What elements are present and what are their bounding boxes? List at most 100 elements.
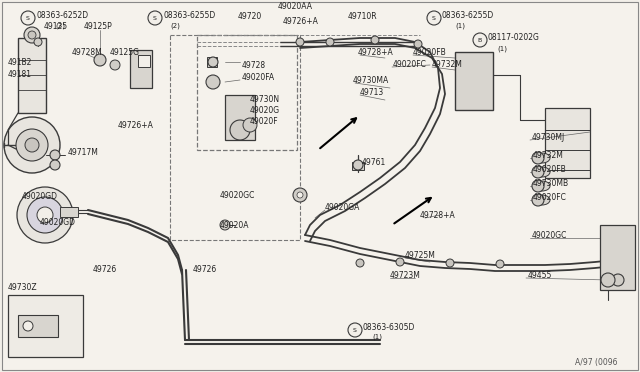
Bar <box>600 225 635 290</box>
Circle shape <box>110 60 120 70</box>
Text: 49020FC: 49020FC <box>393 60 427 69</box>
Bar <box>207 57 217 67</box>
Bar <box>18 315 58 337</box>
Text: 49726: 49726 <box>193 265 217 274</box>
Text: 49020G: 49020G <box>250 106 280 115</box>
Text: 49732M: 49732M <box>432 60 463 69</box>
Ellipse shape <box>534 181 550 191</box>
Text: 49720: 49720 <box>238 12 262 21</box>
Text: 08117-0202G: 08117-0202G <box>488 33 540 42</box>
Text: 49020GD: 49020GD <box>40 218 76 227</box>
Text: 49020GC: 49020GC <box>220 191 255 200</box>
Circle shape <box>206 75 220 89</box>
Text: 49728+A: 49728+A <box>420 211 456 220</box>
Bar <box>170 35 300 240</box>
Text: 49125: 49125 <box>44 22 68 31</box>
Text: 49455: 49455 <box>528 271 552 280</box>
Text: 49730MJ: 49730MJ <box>532 133 565 142</box>
Ellipse shape <box>534 195 550 205</box>
Text: 49730Z: 49730Z <box>8 283 38 292</box>
Circle shape <box>601 273 615 287</box>
Text: 49732M: 49732M <box>533 151 564 160</box>
Bar <box>8 295 83 357</box>
Circle shape <box>532 152 544 164</box>
Text: 49020FC: 49020FC <box>533 193 567 202</box>
Circle shape <box>220 220 230 230</box>
Bar <box>455 52 493 110</box>
Text: 49761: 49761 <box>362 158 387 167</box>
Circle shape <box>21 11 35 25</box>
Circle shape <box>427 11 441 25</box>
Text: 49020FB: 49020FB <box>413 48 447 57</box>
Circle shape <box>28 31 36 39</box>
Circle shape <box>293 188 307 202</box>
Circle shape <box>17 187 73 243</box>
Text: 08363-6255D: 08363-6255D <box>163 11 215 20</box>
Text: (1): (1) <box>455 22 465 29</box>
Circle shape <box>396 258 404 266</box>
Text: 49125P: 49125P <box>84 22 113 31</box>
Circle shape <box>25 138 39 152</box>
Circle shape <box>27 197 63 233</box>
Text: A/97 (0096: A/97 (0096 <box>575 358 618 367</box>
Circle shape <box>50 150 60 160</box>
Circle shape <box>496 260 504 268</box>
Bar <box>138 55 150 67</box>
Text: 49713: 49713 <box>360 88 384 97</box>
Text: S: S <box>432 16 436 20</box>
Circle shape <box>612 274 624 286</box>
Text: 49020FB: 49020FB <box>533 165 567 174</box>
Bar <box>225 95 255 140</box>
Text: S: S <box>26 16 30 20</box>
Circle shape <box>446 259 454 267</box>
Circle shape <box>94 54 106 66</box>
Text: 49726: 49726 <box>93 265 117 274</box>
Text: 08363-6255D: 08363-6255D <box>442 11 494 20</box>
Text: B: B <box>478 38 482 42</box>
Circle shape <box>148 11 162 25</box>
Text: 49020FA: 49020FA <box>242 73 275 82</box>
Text: 49730MA: 49730MA <box>353 76 389 85</box>
Circle shape <box>34 38 42 46</box>
Text: 49730N: 49730N <box>250 95 280 104</box>
Circle shape <box>348 323 362 337</box>
Bar <box>130 50 152 88</box>
Text: (1): (1) <box>497 45 507 51</box>
Circle shape <box>532 194 544 206</box>
Circle shape <box>296 38 304 46</box>
Text: 08363-6305D: 08363-6305D <box>363 323 415 332</box>
Circle shape <box>297 192 303 198</box>
Circle shape <box>37 207 53 223</box>
Circle shape <box>414 40 422 48</box>
Circle shape <box>353 160 363 170</box>
Text: 49728: 49728 <box>242 61 266 70</box>
Bar <box>60 207 78 217</box>
Bar <box>352 162 364 170</box>
Text: 49020GA: 49020GA <box>325 203 360 212</box>
Circle shape <box>532 180 544 192</box>
Circle shape <box>532 166 544 178</box>
Circle shape <box>23 321 33 331</box>
Ellipse shape <box>534 153 550 163</box>
Text: 49181: 49181 <box>8 70 32 79</box>
Text: 49125G: 49125G <box>110 48 140 57</box>
Text: S: S <box>153 16 157 20</box>
Text: 491B2: 491B2 <box>8 58 33 67</box>
Bar <box>197 35 297 150</box>
Circle shape <box>230 120 250 140</box>
Text: 49020A: 49020A <box>220 221 250 230</box>
Bar <box>545 108 590 178</box>
Text: 49717M: 49717M <box>68 148 99 157</box>
Text: 49726+A: 49726+A <box>283 17 319 26</box>
Circle shape <box>473 33 487 47</box>
Text: 49020AA: 49020AA <box>278 2 313 11</box>
Text: (1): (1) <box>372 334 382 340</box>
Circle shape <box>4 117 60 173</box>
Text: 49730MB: 49730MB <box>533 179 569 188</box>
Text: (2): (2) <box>170 22 180 29</box>
Text: 49710R: 49710R <box>348 12 378 21</box>
Text: 49726+A: 49726+A <box>118 121 154 130</box>
Text: 49723M: 49723M <box>390 271 421 280</box>
Circle shape <box>326 38 334 46</box>
Circle shape <box>371 36 379 44</box>
